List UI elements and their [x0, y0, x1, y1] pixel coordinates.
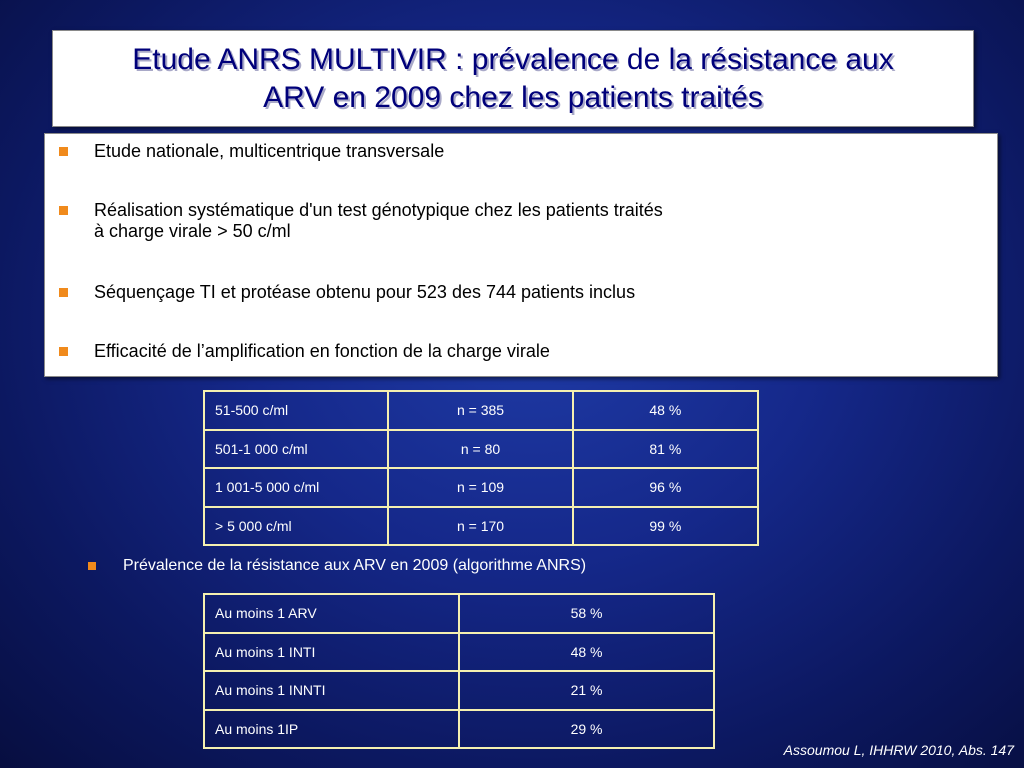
title-part-3: la résistance aux: [668, 42, 894, 76]
title-line-2: ARV en 2009 chez les patients traités: [263, 80, 763, 114]
bullet-text: Efficacité de l’amplification en fonctio…: [94, 341, 550, 361]
table-cell: Au moins 1 INTI: [202, 631, 461, 672]
bullet-text: Séquençage TI et protéase obtenu pour 52…: [94, 282, 636, 302]
bullet-list: Etude nationale, multicentrique transver…: [44, 133, 998, 377]
table-row: 51-500 c/ml n = 385 48 %: [202, 390, 760, 431]
prevalence-table: Au moins 1 ARV 58 % Au moins 1 INTI 48 %…: [202, 593, 715, 749]
table-row: 501-1 000 c/ml n = 80 81 %: [202, 428, 760, 469]
table-row: Au moins 1 ARV 58 %: [202, 593, 715, 634]
table-cell: Au moins 1 INNTI: [202, 670, 461, 711]
bullet-text: Etude nationale, multicentrique transver…: [94, 141, 445, 161]
table-cell: 501-1 000 c/ml: [202, 428, 390, 469]
table-row: > 5 000 c/ml n = 170 99 %: [202, 505, 760, 546]
table-cell: 29 %: [458, 708, 715, 749]
table-cell: 81 %: [571, 428, 760, 469]
table-cell: 48 %: [571, 390, 760, 431]
bullet-square-icon: [88, 562, 96, 570]
bullet-text: Réalisation systématique d'un test génot…: [94, 200, 663, 220]
bullet-text-line-2: à charge virale > 50 c/ml: [94, 221, 291, 241]
table-cell: n = 385: [387, 390, 574, 431]
table-cell: n = 80: [387, 428, 574, 469]
table-cell: 51-500 c/ml: [202, 390, 390, 431]
table-row: Au moins 1 INTI 48 %: [202, 631, 715, 672]
bullet-square-icon: [59, 147, 68, 156]
table-cell: n = 170: [387, 505, 574, 546]
table-cell: > 5 000 c/ml: [202, 505, 390, 546]
slide-title: Etude ANRS MULTIVIR : prévalence de la r…: [52, 30, 974, 127]
title-part-1: Etude ANRS MULTIVIR : prévalence: [132, 42, 619, 76]
table-cell: n = 109: [387, 467, 574, 508]
table-row: Au moins 1 INNTI 21 %: [202, 670, 715, 711]
bullet-square-icon: [59, 206, 68, 215]
citation: Assoumou L, IHHRW 2010, Abs. 147: [783, 742, 1014, 758]
table-cell: 21 %: [458, 670, 715, 711]
table-cell: 1 001-5 000 c/ml: [202, 467, 390, 508]
amplification-table: 51-500 c/ml n = 385 48 % 501-1 000 c/ml …: [202, 390, 760, 546]
table-cell: 96 %: [571, 467, 760, 508]
bullet-square-icon: [59, 288, 68, 297]
table-cell: Au moins 1 ARV: [202, 593, 461, 634]
table-cell: Au moins 1IP: [202, 708, 461, 749]
table-cell: 99 %: [571, 505, 760, 546]
bullet-square-icon: [59, 347, 68, 356]
table-cell: 58 %: [458, 593, 715, 634]
title-part-2: de: [618, 42, 669, 76]
prevalence-bullet-text: Prévalence de la résistance aux ARV en 2…: [123, 557, 587, 574]
table-row: 1 001-5 000 c/ml n = 109 96 %: [202, 467, 760, 508]
table-row: Au moins 1IP 29 %: [202, 708, 715, 749]
table-cell: 48 %: [458, 631, 715, 672]
title-line-1: Etude ANRS MULTIVIR : prévalence de la r…: [132, 41, 894, 79]
